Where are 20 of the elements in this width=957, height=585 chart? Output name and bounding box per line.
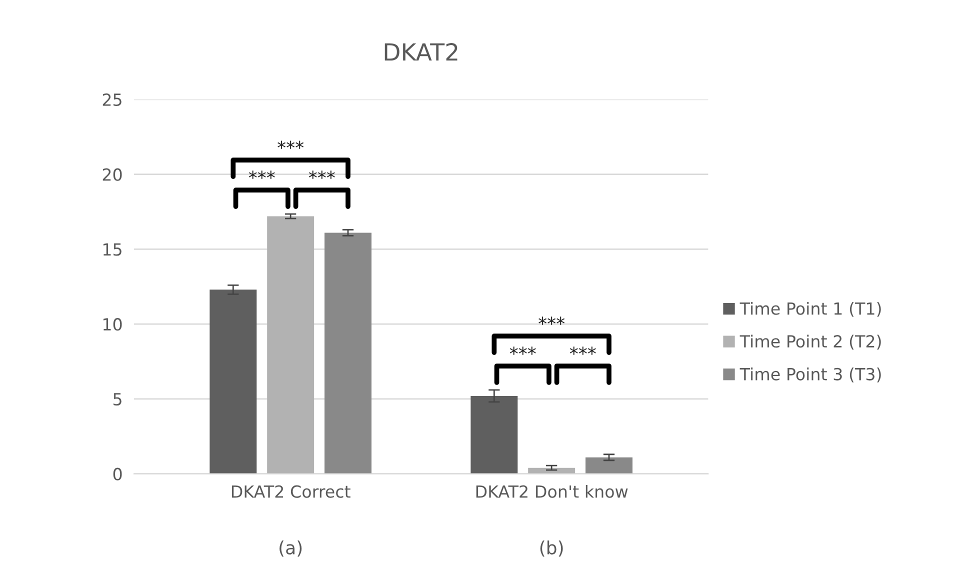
legend-label: Time Point 3 (T3) [740, 368, 881, 382]
annotation: *** [308, 170, 335, 179]
y-tick-label: 25 [102, 93, 122, 106]
x-tick-label: DKAT2 Correct [232, 485, 350, 498]
x-tick-label: DKAT2 Don't know [476, 484, 628, 498]
annotation: *** [570, 346, 596, 355]
y-tick-label: 15 [103, 243, 122, 256]
text: (b) [540, 540, 563, 557]
annotation: *** [248, 170, 275, 179]
annotation: *** [510, 346, 536, 355]
legend-label: Time Point 1 (T1) [740, 302, 881, 317]
annotation: *** [538, 316, 565, 325]
y-tick-label: 0 [113, 468, 122, 480]
text: (a) [280, 540, 302, 557]
y-tick-label: 10 [103, 318, 122, 331]
y-tick-label: 5 [114, 393, 122, 406]
legend-label: Time Point 2 (T2) [740, 334, 881, 350]
chart-title: DKAT2 [384, 43, 458, 61]
y-tick-label: 20 [102, 168, 122, 181]
annotation: *** [278, 140, 304, 149]
